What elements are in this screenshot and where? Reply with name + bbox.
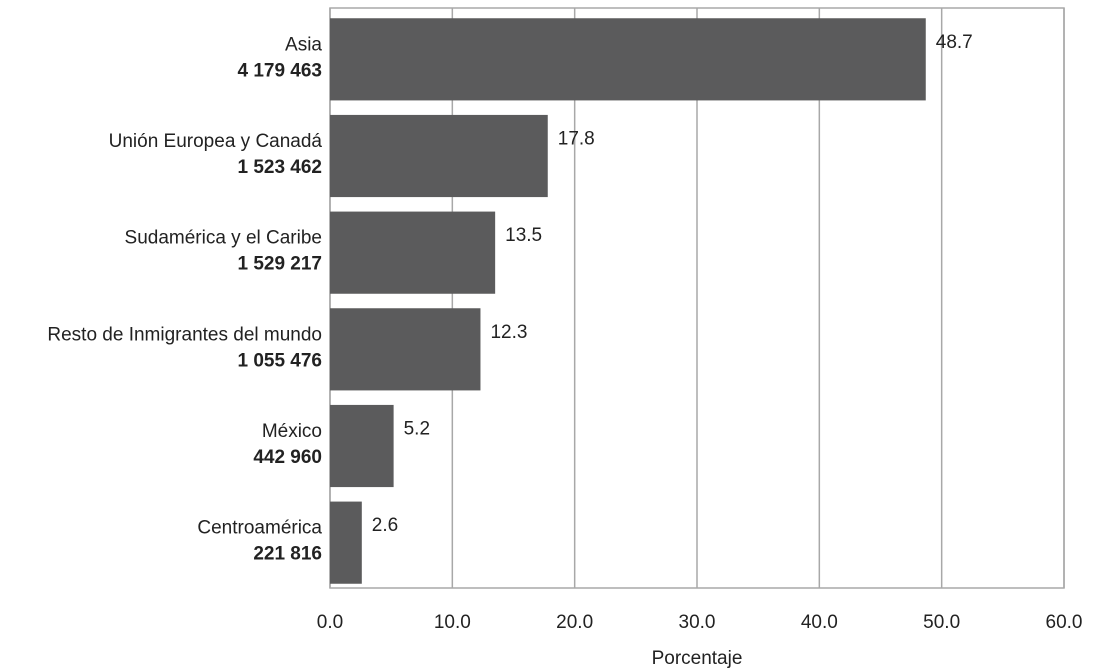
category-count: 4 179 463	[237, 60, 322, 81]
value-label: 48.7	[936, 32, 973, 53]
x-tick-label: 30.0	[679, 612, 716, 633]
category-label: Asia	[285, 34, 322, 55]
category-count: 1 055 476	[237, 350, 322, 371]
x-tick-label: 0.0	[317, 612, 343, 633]
x-axis-label: Porcentaje	[652, 648, 743, 669]
bar	[330, 404, 394, 488]
value-label: 17.8	[558, 129, 595, 150]
category-label: Unión Europea y Canadá	[109, 131, 323, 152]
bar	[330, 501, 362, 584]
value-label: 13.5	[505, 225, 542, 246]
value-label: 2.6	[372, 515, 398, 536]
x-tick-label: 60.0	[1046, 612, 1083, 633]
category-count: 442 960	[253, 447, 322, 468]
bar	[330, 211, 496, 294]
bar	[330, 114, 548, 198]
x-tick-label: 40.0	[801, 612, 838, 633]
value-label: 5.2	[404, 419, 430, 440]
category-label: Resto de Inmigrantes del mundo	[47, 324, 322, 345]
category-count: 1 529 217	[237, 254, 322, 275]
category-count: 221 816	[253, 544, 322, 565]
bar	[330, 18, 926, 101]
category-label: Centroamérica	[197, 518, 322, 539]
plot-frame	[329, 7, 1065, 589]
x-tick-label: 50.0	[923, 612, 960, 633]
category-label: México	[262, 421, 322, 442]
x-tick-label: 10.0	[434, 612, 471, 633]
category-count: 1 523 462	[237, 157, 322, 178]
category-label: Sudamérica y el Caribe	[125, 228, 322, 249]
bar	[330, 308, 481, 391]
x-tick-label: 20.0	[556, 612, 593, 633]
value-label: 12.3	[490, 322, 527, 343]
